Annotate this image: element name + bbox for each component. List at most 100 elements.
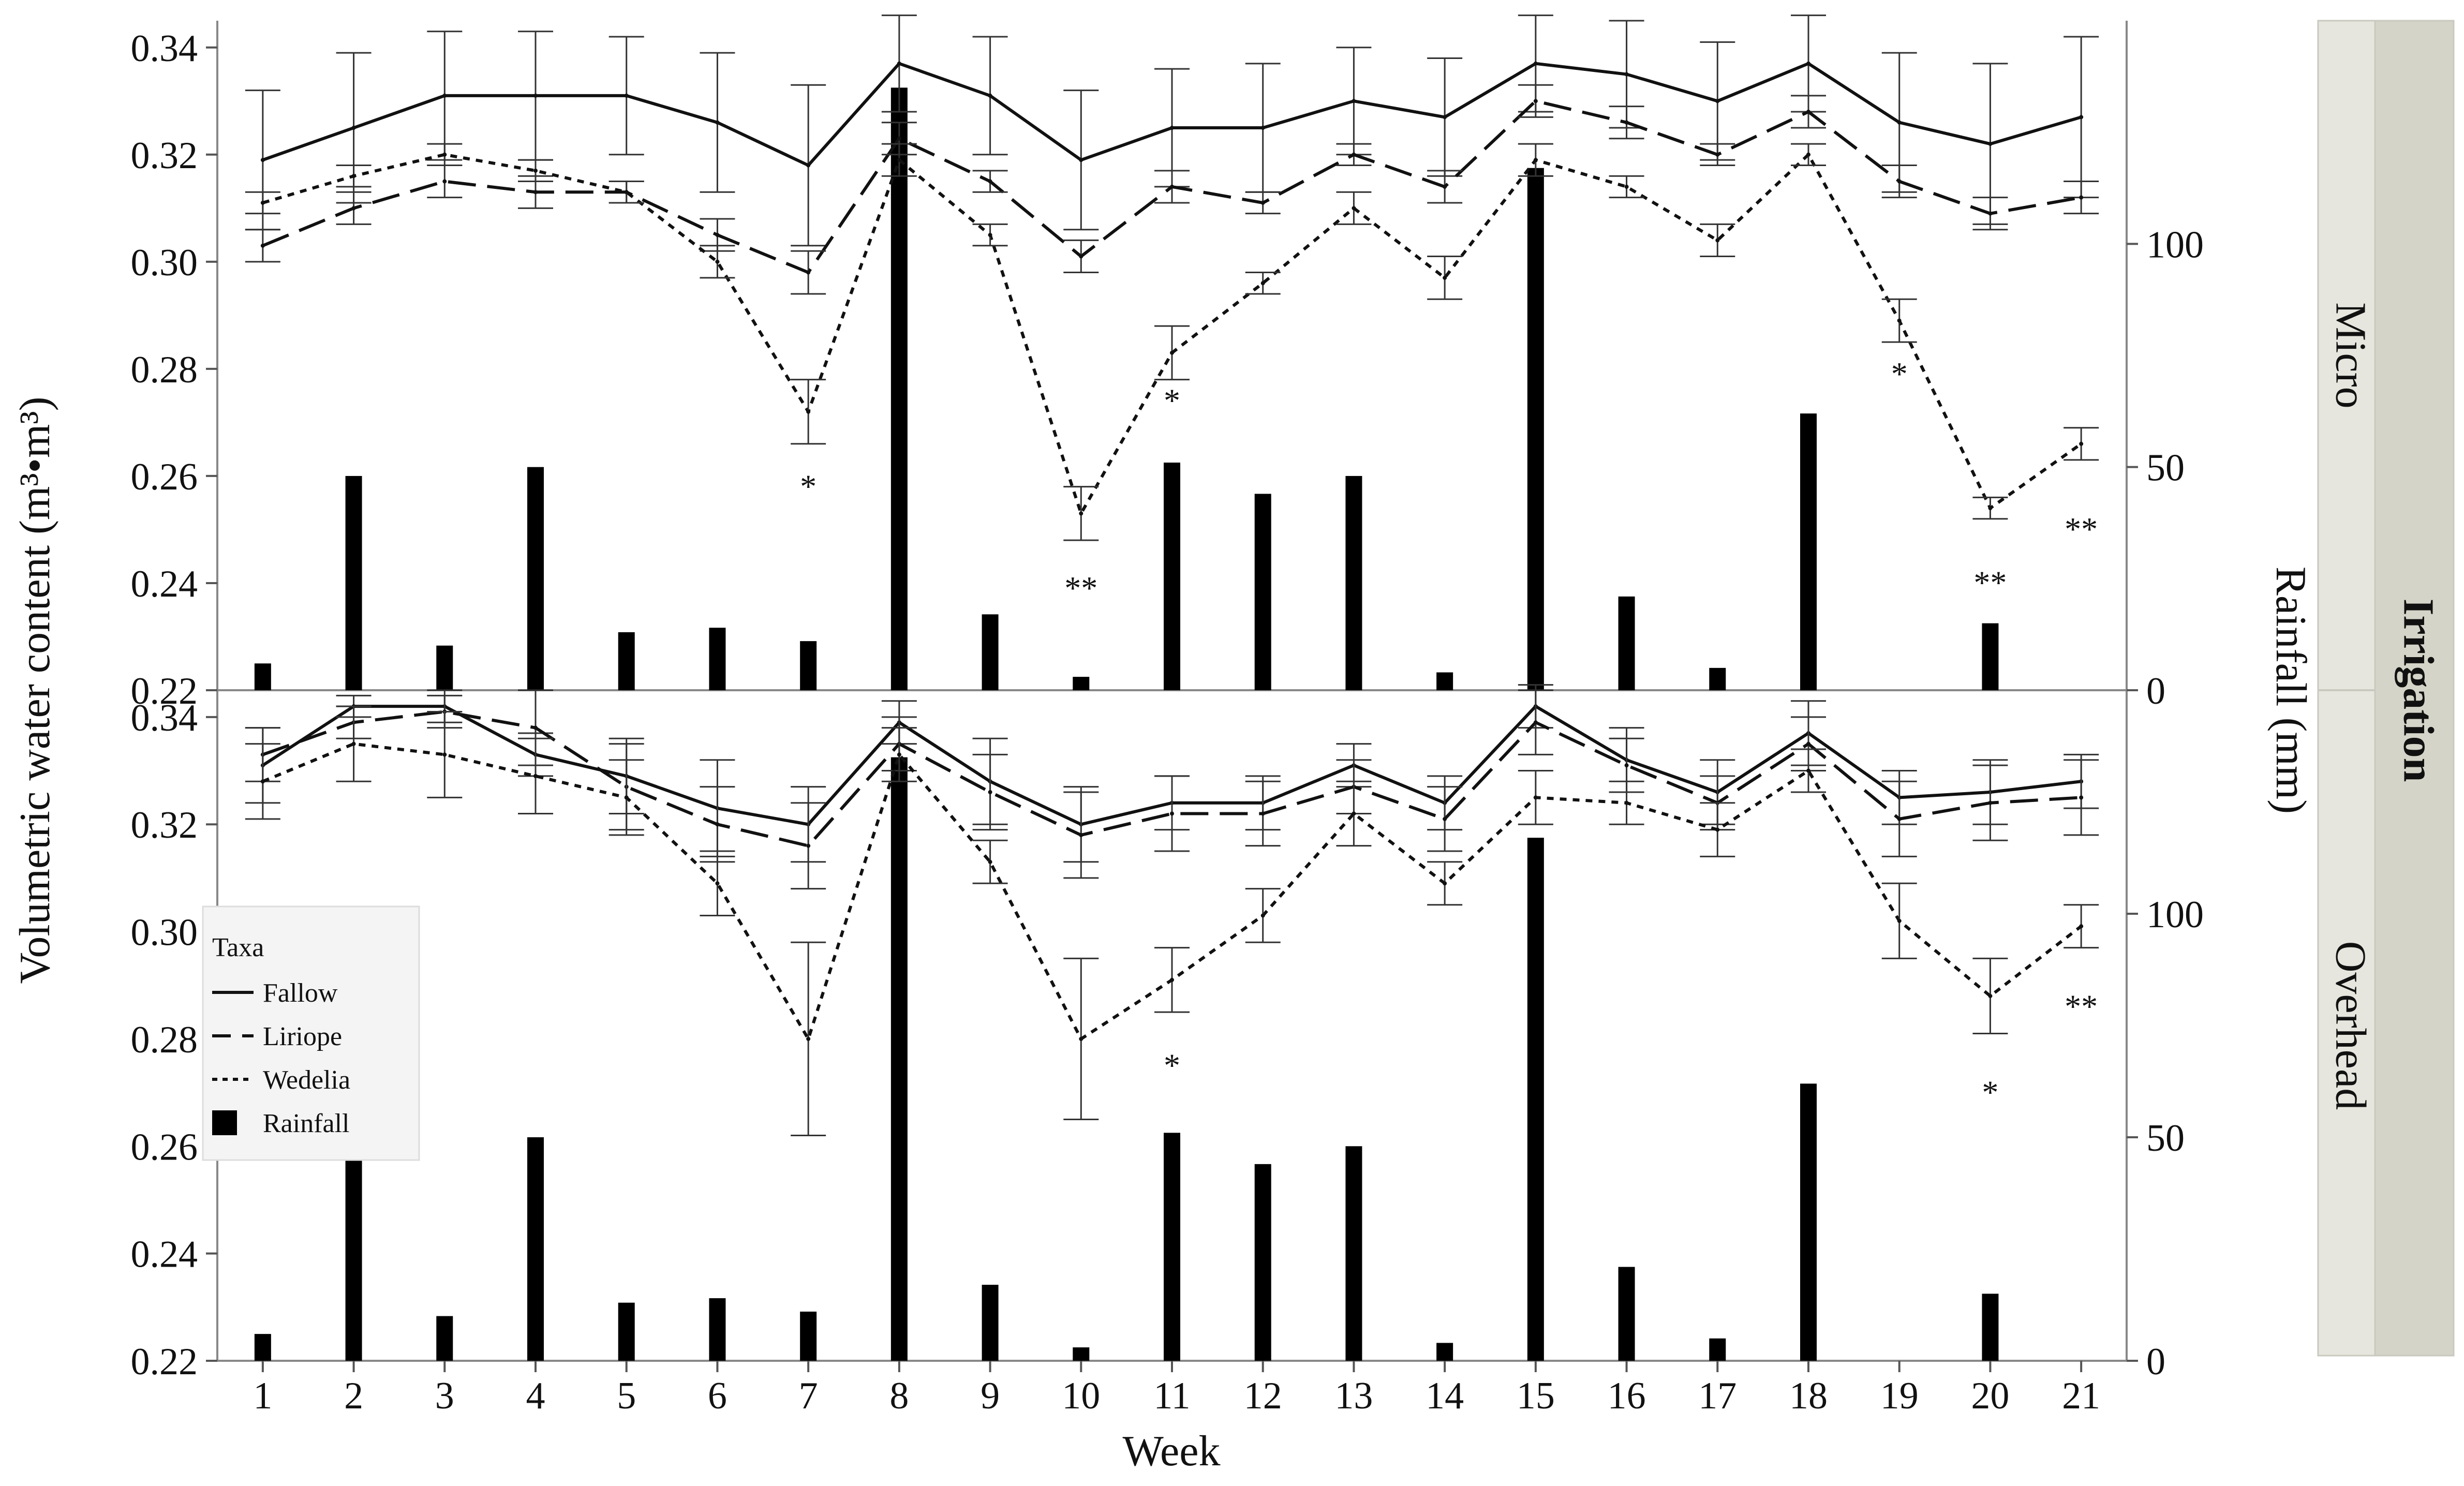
panel-overhead-wedelia-point: [988, 859, 992, 864]
panel-overhead-wedelia-point: [1533, 795, 1538, 800]
panel-overhead-ytick-label: 0.28: [131, 1019, 198, 1061]
panel-micro-ytick-label: 0.32: [131, 135, 198, 177]
panel-overhead-liriope-point: [1260, 811, 1265, 816]
panel-micro-rainfall-bar: [345, 475, 362, 690]
panel-micro-liriope-point: [1715, 152, 1720, 157]
panel-micro-liriope-point: [988, 179, 992, 184]
panel-overhead-rainfall-bar: [527, 1137, 544, 1361]
panel-overhead-annotation: **: [2065, 988, 2098, 1024]
panel-overhead-wedelia-point: [1260, 913, 1265, 918]
axes-layer: Volumetric water content (m³•m³) Rainfal…: [11, 397, 2315, 1475]
panel-overhead-ytick-label: 0.32: [131, 804, 198, 846]
panel-overhead-liriope-point: [1806, 741, 1810, 746]
panel-micro-fallow-point: [533, 93, 538, 98]
panel-micro-liriope-point: [1079, 254, 1083, 259]
panel-overhead-wedelia-point: [1806, 768, 1810, 773]
xtick-label: 14: [1426, 1375, 1464, 1417]
xtick-label: 6: [708, 1375, 727, 1417]
panel-overhead-rainfall-bar: [709, 1298, 726, 1361]
panel-overhead-wedelia-point: [442, 752, 447, 757]
panel-micro-wedelia-point: [1715, 238, 1720, 243]
panel-overhead-wedelia-point: [2079, 924, 2084, 929]
xtick-label: 7: [799, 1375, 818, 1417]
panel-micro-wedelia-point: [806, 409, 811, 414]
legend-title: Taxa: [212, 933, 264, 962]
panel-micro-annotation: *: [800, 468, 817, 504]
panel-overhead-rainfall-bar: [800, 1311, 817, 1361]
panel-micro-wedelia-point: [1079, 511, 1083, 516]
panel-micro-wedelia-point: [533, 168, 538, 173]
panel-overhead-rainfall-bar: [1800, 1083, 1817, 1361]
panel-micro-fallow-point: [715, 120, 720, 125]
panel-micro-rainfall-bar: [1800, 413, 1817, 690]
panel-overhead-wedelia-point: [1624, 800, 1629, 805]
panel-overhead-y2tick-label: 50: [2146, 1117, 2185, 1160]
panel-micro-ytick-label: 0.28: [131, 349, 198, 391]
panel-overhead-rainfall-bar: [254, 1334, 271, 1361]
panel-micro-wedelia-point: [897, 158, 901, 162]
panel-micro-liriope-point: [1806, 109, 1810, 114]
panel-overhead-liriope-point: [1988, 800, 1993, 805]
xtick-label: 15: [1517, 1375, 1555, 1417]
panel-micro-annotation: *: [1891, 355, 1908, 392]
panel-micro-rainfall-bar: [527, 467, 544, 690]
panel-micro-wedelia-point: [1352, 206, 1356, 211]
panel-overhead-liriope-line: [262, 710, 2082, 848]
panel-micro-wedelia-point: [624, 190, 629, 195]
panel-micro-y2tick-label: 0: [2146, 670, 2165, 712]
panel-micro-liriope-point: [260, 243, 265, 248]
panel-micro-rainfall-bar: [1527, 168, 1544, 690]
xtick-label: 2: [344, 1375, 363, 1417]
panel-micro-rainfall-bar: [436, 645, 453, 690]
plot-layer: Micro0.220.240.260.280.300.320.34050100*…: [131, 14, 2375, 1417]
panel-micro-wedelia-point: [260, 200, 265, 205]
panel-micro-liriope-point: [1533, 99, 1538, 103]
panel-micro-ytick-label: 0.26: [131, 456, 198, 498]
xtick-label: 8: [889, 1375, 909, 1417]
panel-micro-liriope-point: [1443, 184, 1447, 189]
panel-micro-fallow-point: [1170, 126, 1174, 130]
xtick-label: 10: [1062, 1375, 1100, 1417]
panel-micro-wedelia-point: [715, 259, 720, 264]
panel-overhead-liriope-point: [1897, 816, 1902, 821]
panel-overhead-liriope-point: [806, 843, 811, 848]
panel-overhead-liriope-point: [1533, 720, 1538, 725]
panel-micro-wedelia-point: [1170, 350, 1174, 355]
panel-micro-rainfall-bar: [982, 614, 999, 690]
panel-overhead-wedelia-point: [624, 795, 629, 800]
legend-label: Liriope: [263, 1022, 342, 1051]
xtick-label: 9: [981, 1375, 1000, 1417]
panel-overhead-liriope-point: [1624, 763, 1629, 768]
panel-micro-annotation: **: [2065, 511, 2098, 547]
panel-micro-rainfall-bar: [800, 641, 817, 690]
panel-micro-label: Micro: [2327, 302, 2375, 408]
panel-micro-ytick-label: 0.22: [131, 670, 198, 712]
panel-overhead-rainfall-bar: [1527, 838, 1544, 1361]
panel-micro-fallow-point: [2079, 115, 2084, 120]
panel-micro-fallow-point: [260, 158, 265, 162]
panel-overhead-rainfall-bar: [1618, 1267, 1635, 1361]
panel-micro-rainfall-bar: [1254, 494, 1271, 690]
xtick-label: 13: [1334, 1375, 1373, 1417]
panel-micro-liriope-point: [1624, 120, 1629, 125]
xtick-label: 5: [617, 1375, 636, 1417]
x-axis-title: Week: [1122, 1427, 1220, 1475]
panel-micro-fallow-point: [1533, 61, 1538, 66]
panel-overhead-rainfall-bar: [1254, 1164, 1271, 1361]
panel-micro-wedelia-point: [1624, 184, 1629, 189]
panel-overhead-ytick-label: 0.34: [131, 697, 198, 739]
panel-micro-wedelia-point: [1260, 281, 1265, 286]
panel-micro-ytick-label: 0.24: [131, 563, 198, 605]
xtick-label: 4: [526, 1375, 545, 1417]
panel-micro-fallow-point: [1079, 158, 1083, 162]
legend-items: Fallow Liriope Wedelia Rainfall: [212, 978, 350, 1138]
panel-micro-liriope-point: [1897, 179, 1902, 184]
panel-overhead-rainfall-bar: [1982, 1294, 1999, 1361]
xtick-label: 20: [1971, 1375, 2009, 1417]
panel-micro-liriope-point: [715, 233, 720, 237]
panel-micro-liriope-point: [2079, 195, 2084, 200]
panel-overhead-rainfall-bar: [982, 1285, 999, 1361]
y2-axis-title: Rainfall (mm): [2267, 567, 2315, 814]
xtick-label: 12: [1244, 1375, 1282, 1417]
